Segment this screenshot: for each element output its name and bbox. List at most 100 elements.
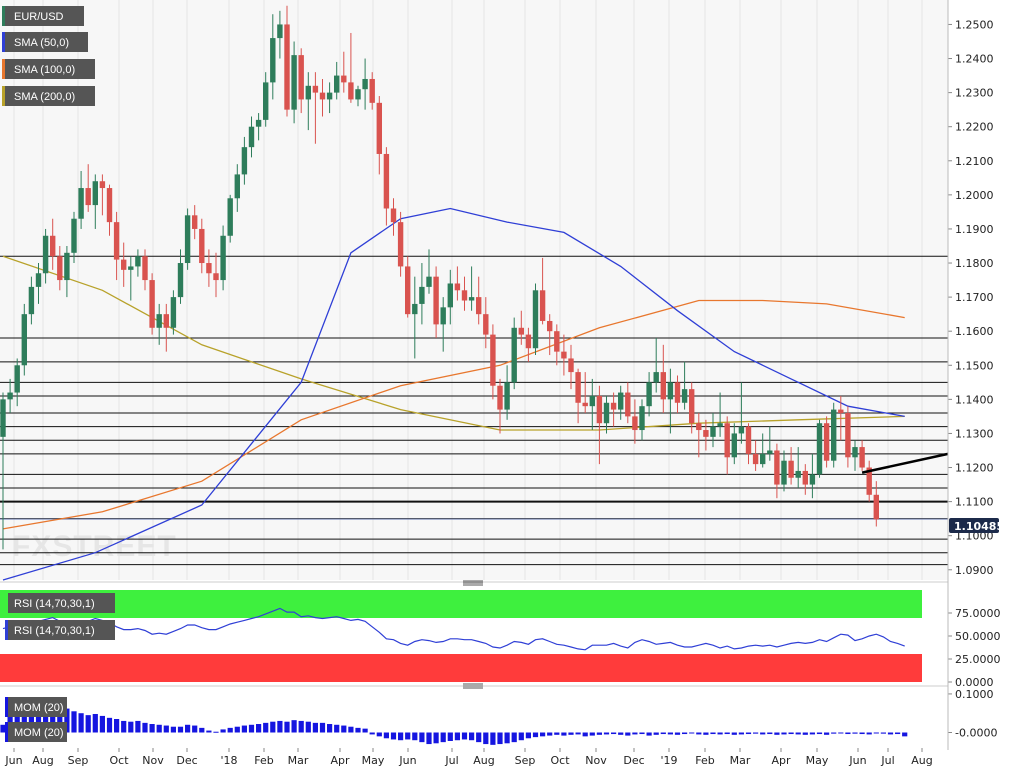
candle-body-28 bbox=[199, 228, 205, 264]
candle-body-23 bbox=[163, 314, 169, 328]
candle-body-48 bbox=[341, 75, 347, 83]
candle-body-85 bbox=[603, 402, 610, 424]
time-tick-label-17: Dec bbox=[623, 754, 644, 767]
candle-body-81 bbox=[575, 372, 581, 403]
legend-rsi-band-label: RSI (14,70,30,1) bbox=[14, 598, 95, 610]
mom-bar-70 bbox=[497, 732, 503, 745]
mom-bar-95 bbox=[674, 732, 681, 735]
mom-bar-69 bbox=[490, 732, 496, 745]
rsi-oversold-band bbox=[0, 654, 922, 682]
trendline bbox=[861, 452, 949, 474]
current-price-bg bbox=[949, 518, 999, 533]
candle-body-19 bbox=[135, 256, 141, 267]
mom-bar-105 bbox=[745, 732, 752, 735]
mom-bar-34 bbox=[241, 725, 247, 733]
time-tick-label-13: Aug bbox=[473, 754, 494, 767]
price-tick-label-12: 1.1300 bbox=[955, 427, 994, 440]
rising-trendline bbox=[861, 452, 949, 474]
mom-bar-106 bbox=[753, 732, 759, 734]
legend-eurusd[interactable]: EUR/USD bbox=[2, 6, 84, 26]
mom-bar-47 bbox=[334, 724, 340, 733]
mom-bar-33 bbox=[234, 726, 240, 733]
legend-sma100[interactable]: SMA (100,0) bbox=[2, 59, 95, 79]
candle-body-8 bbox=[57, 256, 63, 281]
mom-bar-123 bbox=[873, 732, 879, 734]
candle-body-122 bbox=[866, 467, 872, 495]
mom-bar-30 bbox=[213, 731, 219, 733]
mom-bar-78 bbox=[554, 732, 560, 735]
time-tick-label-9: Apr bbox=[330, 754, 350, 767]
mom-bar-3 bbox=[21, 709, 27, 733]
panel-resize-handle-1[interactable] bbox=[463, 580, 483, 586]
legend-sma100-label: SMA (100,0) bbox=[14, 64, 75, 76]
candle-body-45 bbox=[319, 92, 326, 100]
mom-bar-59 bbox=[419, 732, 425, 743]
time-tick-label-22: May bbox=[806, 754, 829, 767]
legend-mom-1[interactable]: MOM (20) bbox=[5, 697, 67, 717]
mom-bar-121 bbox=[859, 732, 865, 735]
mom-bar-72 bbox=[511, 732, 517, 743]
candle-body-31 bbox=[220, 235, 226, 281]
candle-body-105 bbox=[745, 426, 752, 454]
mom-bar-23 bbox=[163, 725, 169, 733]
candle-body-3 bbox=[21, 314, 27, 366]
candle-body-59 bbox=[419, 286, 425, 304]
mom-bar-80 bbox=[568, 732, 574, 735]
candle-body-20 bbox=[142, 256, 148, 281]
price-tick-label-7: 1.1800 bbox=[955, 257, 994, 270]
candle-body-61 bbox=[433, 276, 439, 325]
mom-bar-113 bbox=[802, 732, 808, 735]
mom-bar-7 bbox=[50, 703, 56, 733]
candle-body-6 bbox=[42, 235, 49, 274]
time-axis: Jun Aug Sep Oct Nov Dec '18 Feb Mar Apr May Jun Jul A… bbox=[4, 748, 933, 767]
legend-sma200[interactable]: SMA (200,0) bbox=[2, 86, 95, 106]
candle-body-30 bbox=[213, 273, 219, 281]
candle-body-47 bbox=[334, 75, 340, 93]
mom-bar-57 bbox=[405, 732, 411, 740]
mom-bar-104 bbox=[738, 732, 744, 735]
mom-bar-126 bbox=[895, 732, 901, 735]
mom-bar-27 bbox=[192, 725, 198, 733]
mom-bar-32 bbox=[227, 727, 233, 733]
mom-bar-22 bbox=[156, 724, 162, 733]
candle-body-5 bbox=[35, 273, 42, 287]
candle-body-64 bbox=[454, 283, 461, 291]
candle-body-1 bbox=[7, 392, 13, 400]
candle-body-53 bbox=[376, 102, 382, 154]
candle-body-86 bbox=[610, 402, 617, 410]
legend-sma50[interactable]: SMA (50,0) bbox=[2, 32, 88, 52]
mom-tick-label-0: 0.1000 bbox=[955, 688, 994, 701]
mom-bar-91 bbox=[646, 732, 652, 736]
mom-bar-100 bbox=[710, 732, 716, 735]
time-tick-label-11: Jun bbox=[398, 754, 416, 767]
candle-body-55 bbox=[390, 208, 397, 223]
candle-body-66 bbox=[468, 297, 475, 301]
mom-bar-10 bbox=[71, 711, 77, 733]
panel-resize-handle-2[interactable] bbox=[463, 683, 483, 689]
candle-body-29 bbox=[206, 263, 212, 274]
candle-body-37 bbox=[263, 82, 269, 120]
legend-rsi-band[interactable]: RSI (14,70,30,1) bbox=[5, 593, 115, 613]
time-tick-label-10: May bbox=[362, 754, 385, 767]
candle-body-100 bbox=[710, 426, 716, 437]
time-tick-label-2: Sep bbox=[68, 754, 89, 767]
mom-bar-53 bbox=[376, 732, 382, 737]
current-price-label: 1.10485 bbox=[954, 520, 1004, 533]
mom-bar-54 bbox=[383, 732, 389, 739]
mom-bar-42 bbox=[298, 720, 304, 733]
time-tick-label-21: Apr bbox=[771, 754, 791, 767]
mom-bar-120 bbox=[852, 732, 858, 734]
time-tick-label-4: Nov bbox=[142, 754, 164, 767]
mom-bar-85 bbox=[603, 732, 610, 735]
mom-bar-102 bbox=[724, 732, 730, 735]
legend-sma50-label: SMA (50,0) bbox=[14, 37, 69, 49]
mom-bar-112 bbox=[795, 732, 801, 735]
candle-body-92 bbox=[653, 372, 659, 383]
mom-bar-98 bbox=[696, 732, 702, 735]
legend-mom-2[interactable]: MOM (20) bbox=[5, 722, 67, 742]
candle-body-75 bbox=[532, 290, 539, 349]
mom-bar-49 bbox=[348, 726, 354, 733]
legend-rsi-line[interactable]: RSI (14,70,30,1) bbox=[5, 620, 115, 640]
price-panel-bg bbox=[0, 0, 948, 580]
mom-bar-82 bbox=[582, 732, 588, 737]
